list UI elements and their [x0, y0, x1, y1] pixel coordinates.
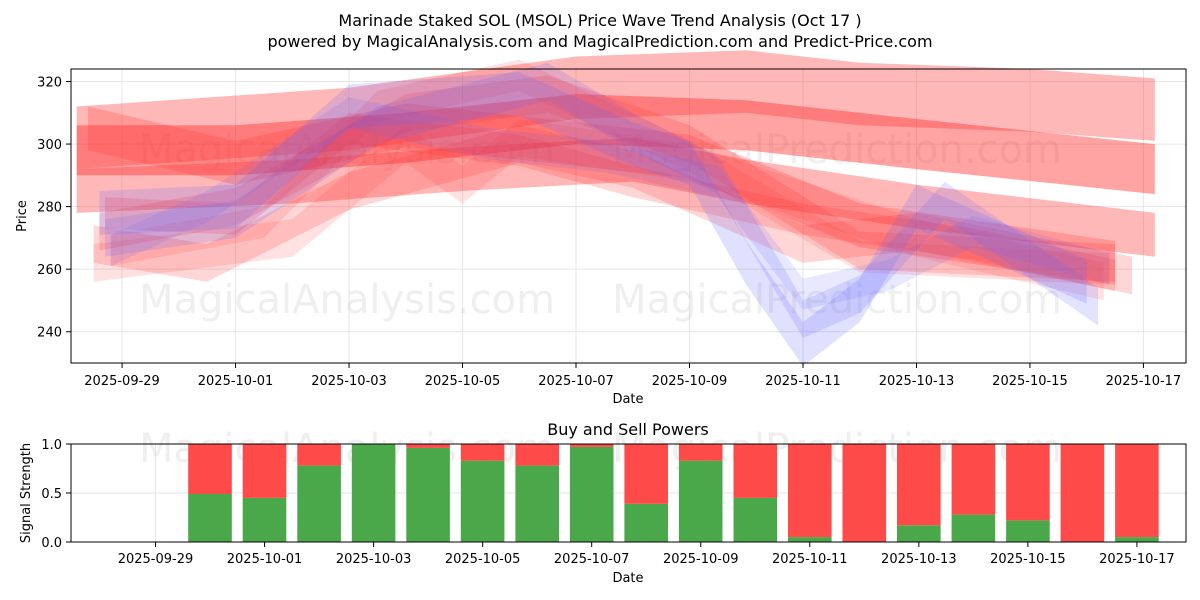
price-x-tick-label: 2025-10-01 — [198, 374, 274, 389]
price-y-axis-label: Price — [15, 200, 30, 232]
blue-wave-1 — [99, 72, 1087, 367]
sell-bar — [1115, 444, 1159, 538]
red-wave-2 — [76, 94, 1155, 195]
buy-bar — [678, 460, 723, 542]
price-x-tick-label: 2025-10-07 — [538, 374, 614, 389]
sell-bar — [1006, 444, 1050, 521]
price-y-tick-label: 300 — [37, 138, 62, 153]
watermark-top-right: MagicalPrediction.com — [612, 127, 1062, 173]
price-x-axis-label: Date — [612, 392, 643, 407]
blue-wave-2 — [105, 62, 1098, 338]
buy-sell-y-ticks: 0.0 0.5 1.0 — [41, 438, 71, 551]
red-wave-9 — [110, 59, 1110, 285]
buy-sell-x-tick-label: 2025-10-11 — [772, 552, 848, 567]
buy-sell-x-tick-label: 2025-10-01 — [227, 552, 303, 567]
watermark-mid-left: MagicalAnalysis.com — [139, 277, 555, 323]
buy-sell-x-tick-label: 2025-10-09 — [663, 552, 739, 567]
price-wave-bands — [76, 50, 1155, 367]
buy-bar — [569, 446, 614, 542]
buy-bar — [242, 497, 287, 542]
buy-bar — [951, 514, 996, 542]
sell-bar — [624, 444, 668, 504]
buy-sell-bars — [188, 444, 1159, 542]
buy-bar — [624, 503, 668, 542]
price-y-ticks: 240 260 280 300 320 — [37, 76, 71, 341]
buy-bar — [297, 465, 341, 542]
buy-sell-x-tick-label: 2025-10-15 — [990, 552, 1066, 567]
price-gridlines — [71, 69, 1186, 363]
sell-bar — [1060, 444, 1105, 542]
price-x-tick-label: 2025-10-09 — [652, 374, 728, 389]
price-y-tick-label: 280 — [37, 201, 62, 216]
sell-bar — [842, 444, 887, 542]
buy-bar — [460, 460, 505, 542]
buy-sell-title: Buy and Sell Powers — [547, 420, 709, 439]
buy-sell-y-axis-label: Signal Strength — [19, 443, 34, 543]
sell-bar — [788, 444, 832, 538]
buy-sell-x-axis-label: Date — [612, 571, 643, 586]
chart-title: Marinade Staked SOL (MSOL) Price Wave Tr… — [338, 11, 861, 30]
watermark-mid-right: MagicalPrediction.com — [612, 277, 1062, 323]
buy-sell-x-tick-label: 2025-10-05 — [445, 552, 521, 567]
buy-sell-x-tick-label: 2025-10-13 — [881, 552, 957, 567]
price-plot-background — [71, 69, 1186, 363]
buy-sell-chart: Buy and Sell Powers MagicalAnalysis.com … — [19, 420, 1187, 586]
buy-bar — [351, 444, 396, 542]
sell-bar — [242, 444, 287, 498]
price-x-tick-label: 2025-10-03 — [311, 374, 387, 389]
buy-sell-x-tick-label: 2025-09-29 — [118, 552, 194, 567]
sell-bar — [515, 444, 559, 466]
red-wave-3 — [76, 137, 1155, 257]
red-wave-7 — [93, 119, 1104, 301]
price-x-tick-label: 2025-10-15 — [992, 374, 1068, 389]
buy-bar — [897, 525, 941, 542]
price-x-tick-label: 2025-10-13 — [879, 374, 955, 389]
sell-bar — [733, 444, 778, 498]
buy-sell-y-tick-label: 0.5 — [41, 487, 62, 502]
sell-bar — [460, 444, 505, 461]
buy-sell-x-tick-label: 2025-10-03 — [336, 552, 412, 567]
red-wave-6 — [99, 75, 1116, 282]
chart-subtitle: powered by MagicalAnalysis.com and Magic… — [267, 32, 932, 51]
buy-sell-y-tick-label: 0.0 — [41, 536, 62, 551]
sell-bar — [678, 444, 723, 461]
sell-bar — [951, 444, 996, 515]
sell-bar — [188, 444, 232, 494]
price-chart: MagicalAnalysis.com MagicalPrediction.co… — [15, 50, 1187, 407]
buy-bar — [1006, 520, 1050, 542]
buy-sell-x-tick-label: 2025-10-07 — [554, 552, 630, 567]
buy-bar — [788, 537, 832, 542]
sell-bar — [897, 444, 941, 526]
buy-bar — [733, 497, 778, 542]
price-plot-frame — [70, 68, 1187, 364]
buy-bar — [188, 494, 232, 542]
watermark-top-left: MagicalAnalysis.com — [139, 127, 555, 173]
red-wave-4 — [88, 103, 1116, 285]
red-wave-5 — [93, 125, 1133, 295]
price-y-tick-label: 320 — [37, 76, 62, 91]
buy-sell-y-tick-label: 1.0 — [41, 438, 62, 453]
buy-bar — [406, 447, 450, 542]
price-x-ticks: 2025-09-29 2025-10-01 2025-10-03 2025-10-05… — [84, 363, 1181, 389]
buy-sell-x-tick-label: 2025-10-17 — [1099, 552, 1175, 567]
sell-bar — [569, 444, 614, 447]
price-x-tick-label: 2025-10-11 — [765, 374, 841, 389]
price-x-tick-label: 2025-10-17 — [1106, 374, 1182, 389]
sell-bar — [406, 444, 450, 448]
buy-bar — [515, 465, 559, 542]
price-y-tick-label: 240 — [37, 326, 62, 341]
buy-sell-x-ticks: 2025-09-29 2025-10-01 2025-10-03 2025-10-05… — [118, 542, 1175, 567]
price-y-tick-label: 260 — [37, 263, 62, 278]
red-wave-1 — [76, 50, 1155, 170]
sell-bar — [297, 444, 341, 466]
price-x-tick-label: 2025-09-29 — [84, 374, 160, 389]
price-x-tick-label: 2025-10-05 — [425, 374, 501, 389]
buy-bar — [1115, 537, 1159, 542]
